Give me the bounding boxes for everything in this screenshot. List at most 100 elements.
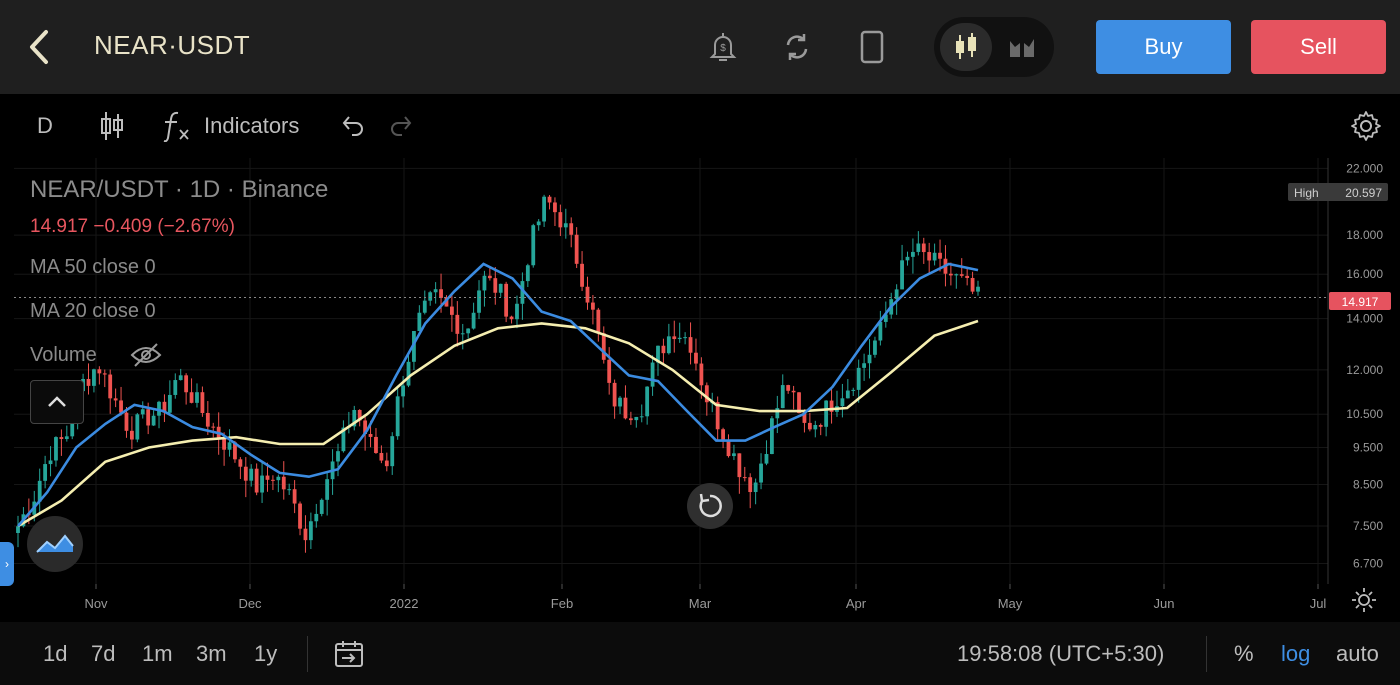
refresh-icon[interactable] [780, 30, 814, 64]
candle-body [140, 409, 145, 415]
legend-ma20[interactable]: MA 20 close 0 [30, 300, 156, 322]
y-tick-label: 10.500 [1346, 407, 1383, 421]
candle-body [292, 489, 297, 504]
candle-body [184, 375, 189, 393]
candle-body [715, 402, 720, 430]
eye-hidden-icon[interactable] [130, 342, 162, 368]
candle-body [878, 321, 883, 341]
candle-body [851, 389, 856, 391]
range-3m[interactable]: 3m [196, 641, 227, 666]
undo-icon[interactable] [340, 114, 366, 138]
candle-body [314, 513, 319, 522]
sell-button[interactable]: Sell [1251, 20, 1386, 74]
candle-body [222, 438, 227, 450]
candle-body [86, 378, 91, 386]
y-tick-label: 8.500 [1353, 477, 1383, 491]
function-fx-icon[interactable] [162, 110, 192, 142]
x-tick-label: Apr [846, 596, 867, 611]
candle-body [563, 223, 568, 228]
y-tick-label: 18.000 [1346, 228, 1383, 242]
price-alert-bell-icon[interactable]: $ [706, 30, 740, 64]
last-price-badge: 14.917 [1329, 292, 1391, 310]
candle-body [281, 476, 286, 490]
chart-style-candles-icon[interactable] [98, 110, 126, 142]
divider [1206, 636, 1207, 672]
candle-body [298, 503, 302, 529]
candle-body [742, 477, 747, 479]
price-axis[interactable]: 22.000 18.000 16.000 14.000 12.000 10.500 9.50… [1346, 161, 1383, 570]
candle-body [374, 436, 378, 453]
candle-body [265, 475, 270, 480]
candle-body [873, 340, 877, 355]
candle-body [797, 392, 801, 414]
interval-button[interactable]: D [37, 113, 53, 138]
y-tick-label: 16.000 [1346, 267, 1383, 281]
price-chart[interactable]: 22.000 18.000 16.000 14.000 12.000 10.500 9.50… [0, 0, 1400, 622]
candle-body [482, 275, 487, 291]
indicators-button[interactable]: Indicators [204, 113, 300, 138]
divider [307, 636, 308, 672]
candle-body [384, 460, 389, 467]
legend-volume[interactable]: Volume [30, 343, 162, 367]
legend-collapse-button[interactable] [30, 380, 84, 424]
range-1y[interactable]: 1y [254, 641, 278, 666]
candle-body [401, 385, 405, 397]
candle-body [504, 283, 509, 317]
time-axis[interactable]: Nov Dec 2022 Feb Mar Apr May Jun Jul [84, 584, 1326, 611]
legend-price-change: 14.917 −0.409 (−2.67%) [30, 216, 235, 237]
orientation-phone-icon[interactable] [855, 30, 889, 64]
candle-body [227, 442, 232, 450]
ma20-line [17, 262, 979, 527]
candle-body [271, 479, 275, 481]
legend-symbol-title[interactable]: NEAR/USDT · 1D · Binance [30, 176, 329, 203]
side-panel-toggle[interactable]: › [0, 542, 14, 586]
chart-type-toggle [934, 17, 1054, 77]
candle-body [813, 425, 818, 430]
candle-body [553, 202, 557, 213]
candle-body [195, 392, 199, 403]
candle-body [471, 312, 476, 329]
candle-body [786, 385, 791, 391]
candle-body [623, 397, 628, 419]
candle-body [639, 416, 644, 418]
candle-body [211, 426, 216, 428]
candle-body [585, 286, 590, 303]
reset-chart-button[interactable] [687, 483, 733, 529]
candle-body [959, 274, 964, 276]
auto-scale-toggle[interactable]: auto [1336, 641, 1379, 666]
log-scale-toggle[interactable]: log [1281, 641, 1311, 666]
percent-scale-toggle[interactable]: % [1234, 641, 1254, 666]
clock-timezone[interactable]: 19:58:08 (UTC+5:30) [957, 641, 1165, 666]
high-label: High [1294, 186, 1319, 200]
candle-body [108, 374, 113, 399]
candle-body [254, 468, 259, 493]
depth-chart-icon [1010, 39, 1034, 57]
candle-body [178, 375, 183, 381]
candle-body [536, 221, 541, 226]
range-7d[interactable]: 7d [91, 641, 116, 666]
candles [16, 194, 980, 553]
range-1m[interactable]: 1m [142, 641, 173, 666]
buy-button[interactable]: Buy [1096, 20, 1231, 74]
tradingview-logo[interactable] [27, 516, 83, 572]
candle-body [764, 454, 769, 464]
svg-text:$: $ [720, 43, 726, 54]
candlestick-type-button[interactable] [940, 23, 992, 71]
candle-body [921, 243, 926, 253]
back-arrow-icon[interactable] [24, 28, 54, 66]
candle-body [970, 277, 975, 292]
candle-body [368, 434, 373, 437]
settings-gear-icon[interactable] [1350, 110, 1382, 142]
redo-icon[interactable] [388, 114, 414, 138]
x-tick-label: Jun [1154, 596, 1175, 611]
legend-ma50[interactable]: MA 50 close 0 [30, 256, 156, 278]
candle-body [569, 223, 574, 235]
time-axis-settings-icon[interactable] [1352, 588, 1376, 612]
candle-body [900, 260, 904, 290]
candle-body [656, 345, 660, 363]
depth-chart-button[interactable] [996, 23, 1048, 71]
candle-body [189, 392, 194, 403]
range-1d[interactable]: 1d [43, 641, 68, 666]
go-to-date-icon[interactable] [334, 640, 364, 668]
candle-body [661, 345, 666, 354]
